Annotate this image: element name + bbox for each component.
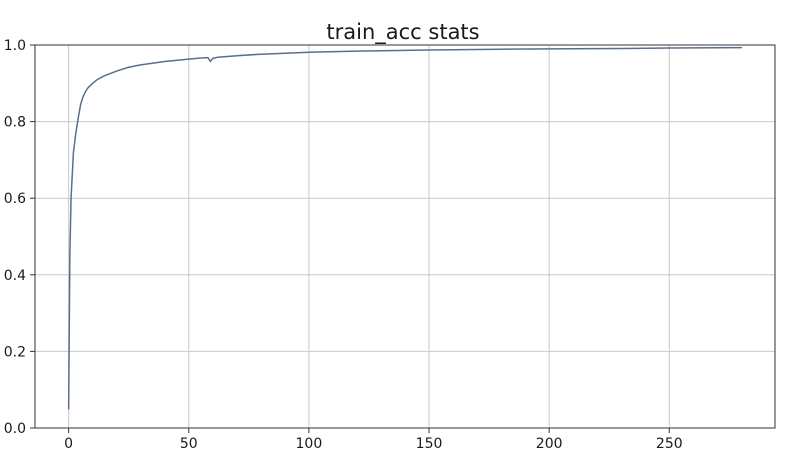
x-tick-label: 150 xyxy=(416,436,443,452)
axis-ticks: 0 50 100 150 200 250 0.0 0.2 0.4 0.6 0.8 1.0 xyxy=(4,38,683,452)
x-tick-label: 250 xyxy=(656,436,683,452)
grid-lines xyxy=(35,44,775,429)
y-tick-label: 0.8 xyxy=(4,115,26,131)
y-tick-label: 0.4 xyxy=(4,268,26,284)
chart-title: train_acc stats xyxy=(326,20,479,45)
y-tick-label: 0.2 xyxy=(4,344,26,360)
y-tick-label: 0.0 xyxy=(4,421,26,437)
plot-area-frame xyxy=(34,44,776,429)
x-tick-label: 200 xyxy=(536,436,563,452)
y-tick-label: 0.6 xyxy=(4,191,26,207)
x-tick-label: 100 xyxy=(296,436,323,452)
y-tick-label: 1.0 xyxy=(4,38,26,54)
x-tick-label: 0 xyxy=(64,436,73,452)
x-tick-label: 50 xyxy=(180,436,198,452)
series-line-0 xyxy=(67,46,743,410)
series-layer xyxy=(67,46,743,410)
